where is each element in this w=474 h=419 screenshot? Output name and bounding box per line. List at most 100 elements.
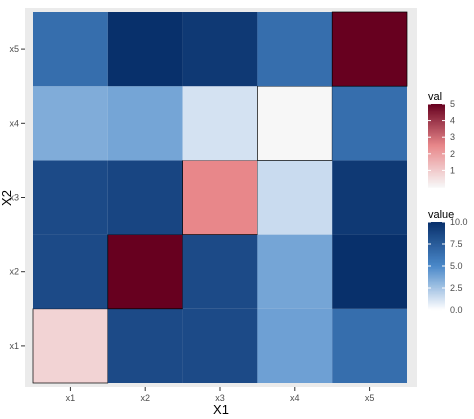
legend-color-step	[428, 160, 445, 163]
legend-tick-label: 5.0	[450, 261, 463, 271]
legend-color-step	[428, 295, 445, 298]
legend-color-step	[428, 264, 445, 267]
heatmap-cell	[107, 12, 183, 87]
legend-tick-label: 3	[450, 132, 455, 142]
legend-tick-label: 5	[450, 99, 455, 109]
legend-color-step	[428, 159, 445, 162]
legend-color-step	[428, 289, 445, 292]
legend-color-step	[428, 142, 445, 145]
legend-color-step	[428, 153, 445, 156]
legend-color-step	[428, 283, 445, 286]
legend-color-step	[428, 133, 445, 136]
y-axis-title: X2	[0, 190, 14, 206]
legend-color-step	[428, 260, 445, 263]
legend-color-step	[428, 254, 445, 257]
legend-color-step	[428, 255, 445, 258]
heatmap-cell	[332, 308, 407, 383]
legend-color-step	[428, 177, 445, 180]
legend-color-step	[428, 238, 445, 241]
legend-color-step	[428, 308, 445, 311]
legend-tick-label: 1	[450, 165, 455, 175]
legend-color-step	[428, 117, 445, 120]
legend-color-step	[428, 302, 445, 305]
legend-color-step	[428, 145, 445, 148]
heatmap-cell	[332, 160, 407, 235]
heatmap-cell	[257, 234, 333, 309]
legend-tick-label: 10.0	[450, 217, 468, 227]
heatmap-cell	[33, 234, 108, 309]
legend-color-step	[428, 173, 445, 176]
legend-color-step	[428, 252, 445, 255]
legend-color-step	[428, 235, 445, 238]
legend-color-step	[428, 131, 445, 134]
x-axis-ticks: x1 x2 x3 x4 x5	[66, 387, 375, 403]
legend-color-step	[428, 288, 445, 291]
x-tick-label: x2	[140, 393, 150, 403]
x-tick-label: x5	[365, 393, 375, 403]
heatmap-cell	[33, 86, 108, 161]
legend-color-step	[428, 184, 445, 187]
y-axis-ticks: x1 x2 x3 x4 x5	[9, 44, 25, 351]
legend-color-step	[428, 249, 445, 252]
legend-color-step	[428, 134, 445, 137]
legend-color-step	[428, 115, 445, 118]
legend-color-step	[428, 105, 445, 108]
legend-color-step	[428, 268, 445, 271]
legend-color-step	[428, 130, 445, 133]
x-tick-label: x4	[290, 393, 300, 403]
legend-tick-label: 7.5	[450, 239, 463, 249]
x-tick-label: x3	[215, 393, 225, 403]
legend-color-step	[428, 123, 445, 126]
legend-color-step	[428, 138, 445, 141]
legend-color-step	[428, 274, 445, 277]
legend-color-step	[428, 246, 445, 249]
legend-color-step	[428, 270, 445, 273]
legend-title: value	[428, 209, 454, 221]
legend-tick-label: 4	[450, 116, 455, 126]
legend-color-step	[428, 148, 445, 151]
heatmap-cells	[32, 11, 408, 384]
legend-color-step	[428, 106, 445, 109]
legend-color-step	[428, 230, 445, 233]
legend-color-step	[428, 141, 445, 144]
legend-color-step	[428, 266, 445, 269]
heatmap-cell	[257, 308, 333, 383]
heatmap-cell	[107, 86, 183, 161]
heatmap-cell	[33, 12, 108, 87]
y-tick-label: x5	[9, 44, 19, 54]
legend-color-step	[428, 174, 445, 177]
legend-color-step	[428, 277, 445, 280]
legend-color-step	[428, 113, 445, 116]
legend-color-step	[428, 251, 445, 254]
legend-color-step	[428, 163, 445, 166]
y-tick-label: x4	[9, 118, 19, 128]
heatmap-cell	[257, 160, 333, 235]
y-tick-label: x1	[9, 341, 19, 351]
legend-color-step	[428, 137, 445, 140]
legend-color-step	[428, 227, 445, 230]
legend-color-step	[428, 276, 445, 279]
heatmap-cell	[182, 86, 258, 161]
legend-color-step	[428, 239, 445, 242]
legend-color-step	[428, 144, 445, 147]
legend-color-step	[428, 146, 445, 149]
legend-color-step	[428, 119, 445, 122]
legend-color-step	[428, 171, 445, 174]
legend-color-step	[428, 175, 445, 178]
legend-color-step	[428, 273, 445, 276]
legend-color-step	[428, 156, 445, 159]
legend-color-step	[428, 152, 445, 155]
heatmap-cell	[182, 12, 258, 87]
legend-color-step	[428, 241, 445, 244]
legend-color-step	[428, 292, 445, 295]
heatmap-cell	[257, 12, 333, 87]
heatmap-cell	[332, 234, 407, 309]
legend-color-step	[428, 261, 445, 264]
legend-color-step	[428, 258, 445, 261]
legend-color-step	[428, 167, 445, 170]
x-tick-label: x1	[66, 393, 76, 403]
legend-color-step	[428, 164, 445, 167]
legend-color-step	[428, 232, 445, 235]
heatmap-cell	[331, 11, 408, 87]
